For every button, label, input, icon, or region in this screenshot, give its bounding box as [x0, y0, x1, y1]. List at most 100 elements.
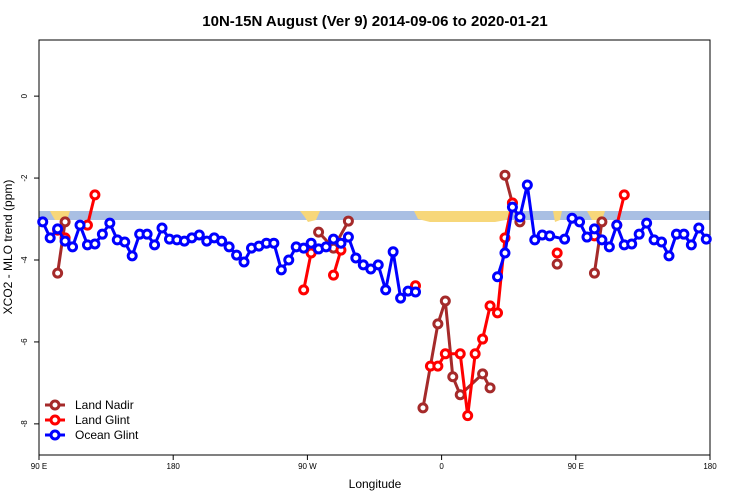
data-point: [231, 249, 243, 261]
data-point: [641, 217, 653, 229]
legend-label: Land Glint: [75, 413, 130, 427]
data-point: [89, 189, 101, 201]
y-axis-label: XCO2 - MLO trend (ppm): [1, 180, 15, 315]
data-point: [656, 236, 668, 248]
data-point: [238, 256, 250, 268]
data-point: [52, 223, 64, 235]
data-point: [298, 284, 310, 296]
data-point: [141, 228, 153, 240]
data-point: [618, 189, 630, 201]
data-point: [44, 232, 56, 244]
data-point: [223, 241, 235, 253]
data-point: [492, 271, 504, 283]
data-point: [298, 242, 310, 254]
data-point: [335, 237, 347, 249]
data-point: [477, 333, 489, 345]
x-tick-label: 0: [439, 462, 444, 471]
y-tick-label: -2: [20, 174, 29, 182]
data-point: [693, 222, 705, 234]
data-point: [603, 241, 615, 253]
plot-frame: [38, 39, 711, 456]
data-point: [342, 215, 354, 227]
x-tick-label: 180: [167, 462, 181, 471]
data-point: [700, 233, 712, 245]
data-point: [484, 382, 496, 394]
data-point: [551, 247, 563, 259]
data-point: [380, 284, 392, 296]
data-point: [216, 235, 228, 247]
legend-marker: [49, 414, 61, 426]
land-patch: [300, 211, 320, 222]
data-point: [119, 236, 131, 248]
data-point: [350, 252, 362, 264]
data-point: [37, 216, 49, 228]
data-point: [454, 389, 466, 401]
data-point: [89, 238, 101, 250]
data-point: [521, 179, 533, 191]
data-point: [305, 237, 317, 249]
data-point: [96, 228, 108, 240]
data-point: [275, 264, 287, 276]
y-tick-label: -8: [20, 420, 29, 428]
land-mask: [39, 211, 710, 222]
data-point: [633, 228, 645, 240]
data-point: [327, 269, 339, 281]
data-point: [104, 217, 116, 229]
data-point: [52, 267, 64, 279]
x-tick-label: 90 E: [31, 462, 47, 471]
data-point: [581, 231, 593, 243]
data-point: [74, 219, 86, 231]
mask-band: [39, 211, 710, 220]
chart-title: 10N-15N August (Ver 9) 2014-09-06 to 202…: [202, 13, 547, 30]
data-point: [469, 348, 481, 360]
data-point: [387, 246, 399, 258]
data-point: [559, 233, 571, 245]
data-point: [59, 235, 71, 247]
data-point: [417, 402, 429, 414]
data-point: [67, 241, 79, 253]
data-point: [454, 348, 466, 360]
series-line: [56, 194, 626, 416]
data-point: [596, 216, 608, 228]
data-point: [283, 254, 295, 266]
data-point: [678, 228, 690, 240]
data-point: [447, 371, 459, 383]
data-point: [432, 318, 444, 330]
data-point: [439, 348, 451, 360]
data-point: [313, 226, 325, 238]
data-point: [477, 368, 489, 380]
y-tick-label: -6: [20, 338, 29, 346]
legend-label: Land Nadir: [75, 398, 134, 412]
data-point: [410, 286, 422, 298]
data-point: [462, 410, 474, 422]
data-point: [499, 169, 511, 181]
data-point: [574, 216, 586, 228]
data-point: [484, 300, 496, 312]
data-point: [663, 250, 675, 262]
data-point: [432, 360, 444, 372]
data-point: [529, 234, 541, 246]
y-tick-label: -4: [20, 256, 29, 264]
data-point: [439, 295, 451, 307]
legend-marker: [49, 399, 61, 411]
data-point: [514, 211, 526, 223]
x-axis-label: Longitude: [349, 477, 402, 491]
data-point: [544, 230, 556, 242]
x-tick-label: 90 E: [568, 462, 584, 471]
x-tick-label: 180: [703, 462, 717, 471]
data-point: [588, 267, 600, 279]
data-point: [626, 238, 638, 250]
data-point: [685, 239, 697, 251]
data-point: [342, 231, 354, 243]
data-point: [126, 250, 138, 262]
data-point: [59, 216, 71, 228]
legend-marker: [49, 429, 61, 441]
land-patch: [414, 211, 510, 222]
y-tick-label: 0: [20, 93, 29, 98]
data-point: [492, 307, 504, 319]
data-point: [506, 201, 518, 213]
data-point: [320, 241, 332, 253]
data-point: [611, 219, 623, 231]
